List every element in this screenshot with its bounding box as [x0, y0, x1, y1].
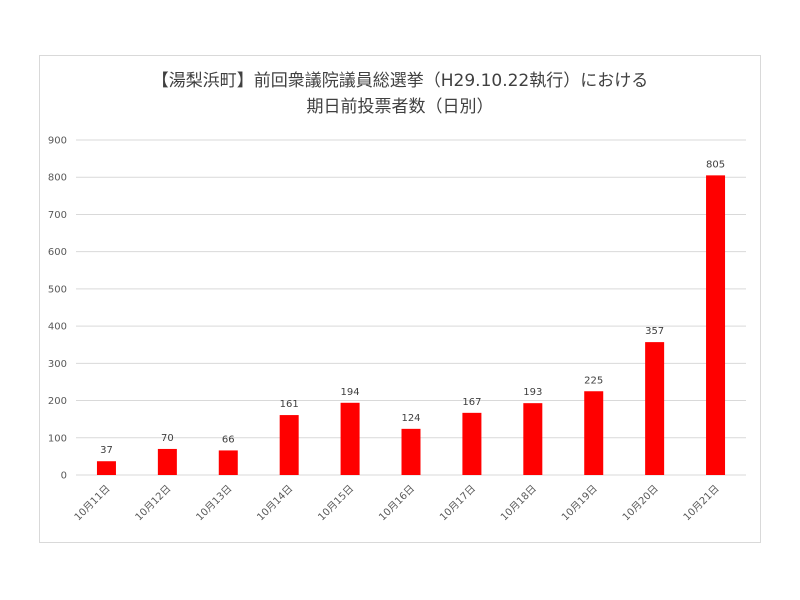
- x-tick-label: 10月21日: [681, 483, 722, 524]
- data-label: 161: [280, 399, 299, 410]
- y-tick-label: 800: [48, 173, 67, 184]
- bar-10月18日: [523, 403, 543, 475]
- chart-title-line-2: 期日前投票者数（日別）: [306, 97, 494, 117]
- bar-10月11日: [96, 461, 116, 475]
- bar-10月20日: [645, 342, 665, 475]
- bar-10月16日: [401, 428, 421, 475]
- chart-title-line-1: 【湯梨浜町】前回衆議院議員総選挙（H29.10.22執行）における: [151, 71, 649, 91]
- y-tick-label: 600: [48, 247, 67, 258]
- bar-10月15日: [340, 402, 360, 475]
- gridlines: [76, 139, 746, 476]
- x-tick-label: 10月18日: [498, 483, 539, 524]
- chart-title: 【湯梨浜町】前回衆議院議員総選挙（H29.10.22執行）における 期日前投票者…: [0, 68, 800, 120]
- y-tick-label: 700: [48, 210, 67, 221]
- data-label: 357: [645, 326, 664, 337]
- data-labels: 37 70 66 161 194 124 167 193 225 357 805: [100, 159, 725, 456]
- y-tick-label: 100: [48, 433, 67, 444]
- y-tick-label: 900: [48, 136, 67, 147]
- y-tick-label: 500: [48, 284, 67, 295]
- data-label: 225: [584, 375, 603, 386]
- y-tick-label: 400: [48, 322, 67, 333]
- bar-10月21日: [706, 175, 726, 475]
- x-tick-label: 10月13日: [194, 483, 235, 524]
- x-tick-label: 10月12日: [133, 483, 174, 524]
- data-label: 70: [161, 433, 174, 444]
- data-label: 66: [222, 434, 235, 445]
- bars: [96, 175, 726, 475]
- data-label: 37: [100, 445, 113, 456]
- x-tick-label: 10月11日: [72, 483, 113, 524]
- y-tick-label: 300: [48, 359, 67, 370]
- bar-10月17日: [462, 412, 482, 475]
- data-label: 805: [706, 159, 725, 170]
- data-label: 194: [341, 387, 360, 398]
- bar-10月19日: [584, 391, 604, 475]
- bar-10月12日: [157, 448, 177, 475]
- y-tick-label: 200: [48, 396, 67, 407]
- y-axis-ticks: 0 100 200 300 400 500 600 700 800 900: [48, 136, 67, 482]
- x-tick-label: 10月15日: [316, 483, 357, 524]
- x-tick-label: 10月20日: [620, 483, 661, 524]
- x-axis-ticks: 10月11日 10月12日 10月13日 10月14日 10月15日 10月16日 10月1…: [72, 483, 722, 524]
- bar-10月13日: [218, 450, 238, 475]
- data-label: 167: [462, 397, 481, 408]
- data-label: 193: [523, 387, 542, 398]
- y-tick-label: 0: [61, 471, 67, 482]
- bar-10月14日: [279, 415, 299, 475]
- data-label: 124: [401, 413, 420, 424]
- x-tick-label: 10月14日: [255, 483, 296, 524]
- x-tick-label: 10月19日: [559, 483, 600, 524]
- x-tick-label: 10月17日: [437, 483, 478, 524]
- x-tick-label: 10月16日: [376, 483, 417, 524]
